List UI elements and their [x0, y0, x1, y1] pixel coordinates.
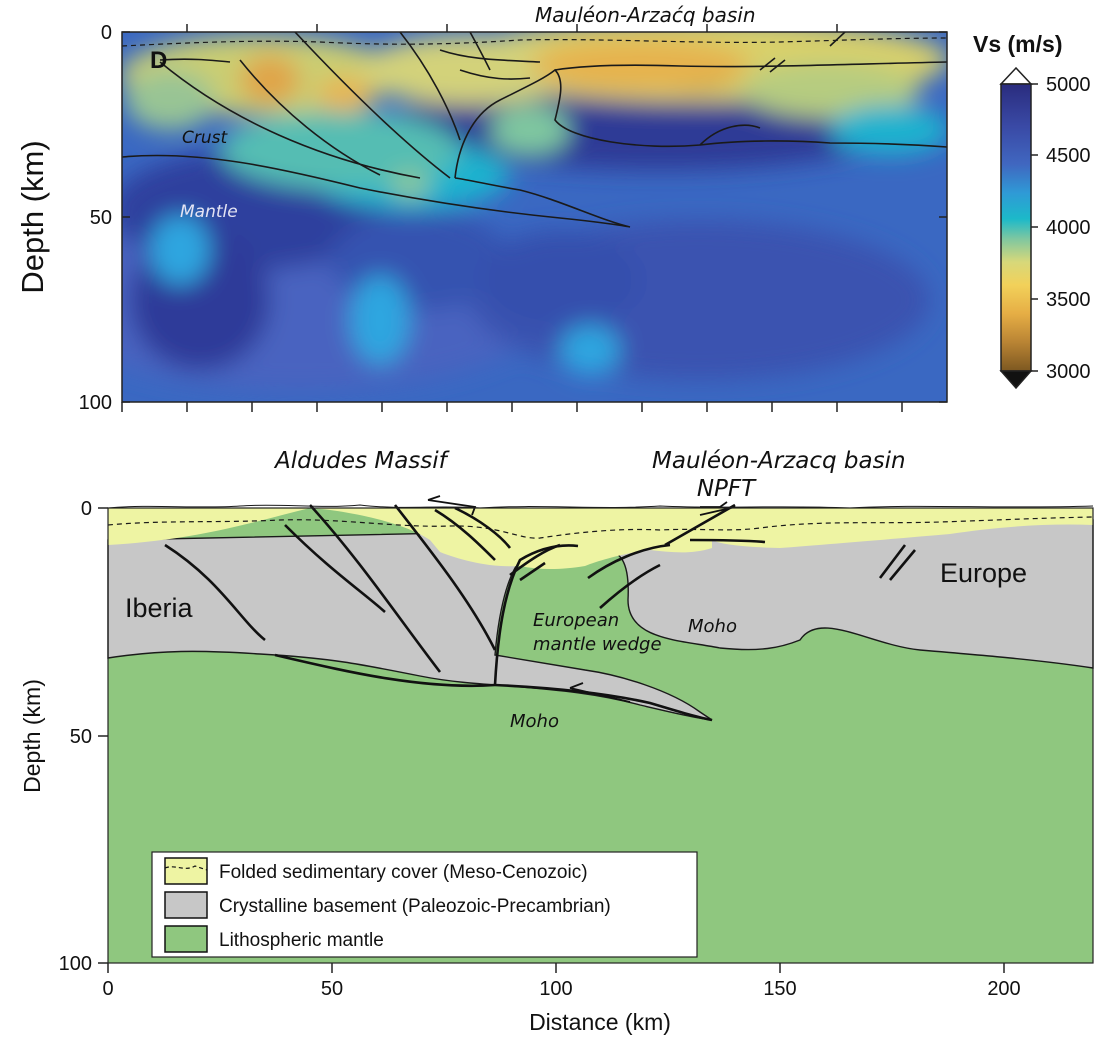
vs-image: [122, 32, 947, 402]
colorbar-title: Vs (m/s): [973, 31, 1062, 57]
colorbar-tick-4500: 4500: [1046, 145, 1091, 167]
legend-label-sediment: Folded sedimentary cover (Meso-Cenozoic): [219, 862, 588, 883]
tomo-ticks: [121, 24, 947, 412]
npft-label: NPFT: [697, 476, 757, 502]
colorbar-scale: [1000, 83, 1032, 372]
legend-swatch-basement: [164, 891, 208, 919]
wedge-label-line1: European: [533, 610, 619, 631]
fault-lines: [164, 503, 916, 722]
wedge-label-line2: mantle wedge: [533, 634, 662, 655]
moho-label-left: Moho: [510, 711, 559, 732]
tomo-ytick-100: 100: [79, 392, 112, 414]
section-xtick-50: 50: [321, 978, 343, 1000]
legend-box: [151, 851, 698, 958]
colorbar-tick-3500: 3500: [1046, 289, 1091, 311]
section-xtick-0: 0: [102, 978, 113, 1000]
aldudes-label: Aldudes Massif: [273, 448, 450, 474]
legend-swatch-sediment: [164, 857, 208, 885]
topography-line: [107, 504, 1094, 509]
colorbar-tick-5000: 5000: [1046, 74, 1091, 96]
panel-letter: D: [150, 47, 167, 74]
moho-label-right: Moho: [688, 616, 737, 637]
section-xtick-100: 100: [539, 978, 572, 1000]
legend-swatch-sediment-dash: [164, 865, 208, 871]
tomo-ylabel: Depth (km): [15, 140, 50, 293]
tomo-top-label: Mauléon-Arzaćq basin: [535, 3, 756, 27]
tomography-panel: 0 50 100 Depth (km) D Mauléon-Arzaćq bas…: [15, 3, 1091, 414]
colorbar-max-arrow: [999, 66, 1033, 85]
section-xtick-150: 150: [763, 978, 796, 1000]
cross-section-panel: 0 50 100 0 50 100 150 200 Distance (km) …: [19, 448, 1094, 1035]
colorbar-tick-4000: 4000: [1046, 217, 1091, 239]
legend-label-basement: Crystalline basement (Paleozoic-Precambr…: [219, 896, 611, 917]
cross-section-ticks: [98, 507, 1005, 973]
section-ytick-0: 0: [81, 498, 92, 520]
colorbar: Vs (m/s) 5000 4500 4000 3500 3000: [973, 31, 1091, 390]
colorbar-min-arrow: [999, 370, 1033, 390]
legend: Folded sedimentary cover (Meso-Cenozoic)…: [151, 851, 698, 958]
tomo-ytick-0: 0: [101, 22, 112, 44]
europe-label: Europe: [940, 558, 1027, 588]
mauleon-label: Mauléon-Arzacq basin: [652, 448, 906, 474]
section-ylabel: Depth (km): [19, 679, 45, 793]
section-xtick-200: 200: [987, 978, 1020, 1000]
section-ytick-50: 50: [70, 726, 92, 748]
mantle-label: Mantle: [180, 202, 238, 222]
tomo-sediment-dashed: [122, 37, 947, 47]
section-ytick-100: 100: [59, 953, 92, 975]
tomo-structure-lines: [122, 32, 947, 228]
colorbar-tick-3000: 3000: [1046, 361, 1091, 383]
basement-layer: [107, 519, 1094, 721]
tomo-ytick-50: 50: [90, 207, 112, 229]
legend-swatch-mantle: [164, 925, 208, 953]
sediment-dashed-line: [107, 516, 1094, 539]
legend-label-mantle: Lithospheric mantle: [219, 930, 384, 951]
iberia-label: Iberia: [125, 593, 194, 623]
crust-label: Crust: [182, 128, 228, 148]
section-xlabel: Distance (km): [529, 1009, 671, 1035]
